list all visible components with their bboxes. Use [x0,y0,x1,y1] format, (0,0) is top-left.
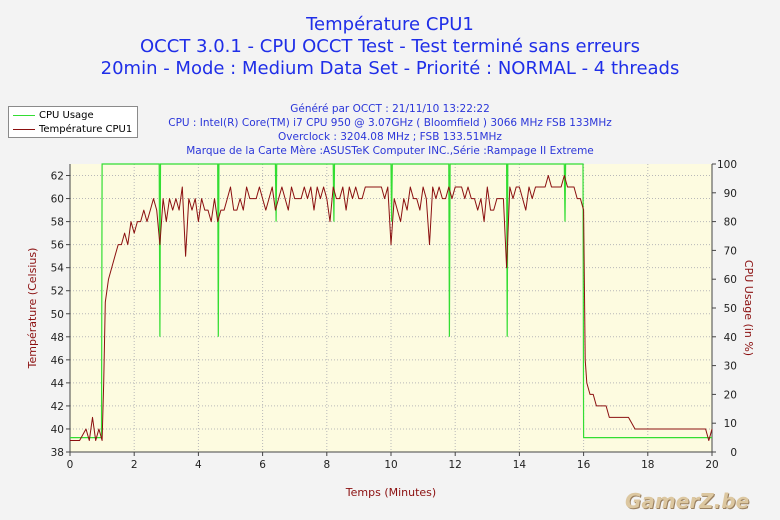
series-line-cpu-usage [70,163,712,439]
y-right-tick-label: 20 [724,389,737,401]
info-board: Marque de la Carte Mère :ASUSTeK Compute… [186,145,594,157]
y-left-tick-label: 58 [51,217,64,229]
x-tick-label: 6 [259,459,266,471]
y-right-tick-label: 0 [730,447,737,459]
y-axis-right-label: CPU Usage (in %) [742,260,755,356]
y-left-tick-label: 46 [51,355,65,367]
y-left-tick-label: 42 [51,401,64,413]
y-left-tick-label: 52 [51,286,64,298]
chart-titles: Température CPU1 OCCT 3.0.1 - CPU OCCT T… [0,14,780,80]
y-left-tick-label: 38 [51,447,64,459]
chart-subtitle-mode: 20min - Mode : Medium Data Set - Priorit… [100,58,680,79]
y-right-tick-label: 70 [724,245,737,257]
info-overclock: Overclock : 3204.08 MHz ; FSB 133.51MHz [278,131,502,143]
legend-swatch-temperature [13,128,35,130]
watermark-logo: GamerZ.be [625,489,750,513]
series-line-temperature [70,175,713,441]
x-tick-label: 20 [705,459,718,471]
x-axis-label: Temps (Minutes) [345,486,436,499]
y-right-tick-label: 30 [724,361,737,373]
y-left-tick-label: 56 [51,240,65,252]
y-left-tick-label: 50 [51,309,64,321]
legend-entry-cpu-usage: CPU Usage [13,108,94,122]
x-tick-label: 8 [323,459,330,471]
y-axis-left-label: Température (Celsius) [26,248,39,370]
x-tick-label: 12 [449,459,462,471]
y-left-tick-label: 44 [51,378,65,390]
info-generated: Généré par OCCT : 21/11/10 13:22:22 [290,103,490,115]
system-info: Généré par OCCT : 21/11/10 13:22:22 CPU … [0,102,780,158]
y-right-tick-label: 60 [724,274,737,286]
legend-swatch-cpu-usage [13,114,35,116]
y-left-tick-label: 40 [51,424,64,436]
x-tick-label: 18 [641,459,654,471]
y-right-tick-label: 90 [724,188,737,200]
legend-entry-temperature: Température CPU1 [13,122,132,136]
y-right-tick-label: 100 [717,159,737,171]
x-tick-label: 14 [513,459,527,471]
y-left-tick-label: 60 [51,194,64,206]
chart-legend: CPU Usage Température CPU1 [8,106,138,138]
chart-subtitle-test: OCCT 3.0.1 - CPU OCCT Test - Test termin… [140,36,640,57]
x-tick-label: 4 [195,459,202,471]
x-tick-label: 2 [131,459,138,471]
y-left-tick-label: 62 [51,171,64,183]
y-right-tick-label: 80 [724,217,737,229]
y-right-tick-label: 10 [724,418,737,430]
x-tick-label: 0 [67,459,74,471]
y-right-tick-label: 50 [724,303,737,315]
x-tick-label: 16 [577,459,591,471]
y-left-tick-label: 54 [51,263,65,275]
y-left-tick-label: 48 [51,332,64,344]
legend-label-temperature: Température CPU1 [39,123,133,135]
info-cpu: CPU : Intel(R) Core(TM) i7 CPU 950 @ 3.0… [168,117,612,129]
legend-label-cpu-usage: CPU Usage [39,109,94,121]
x-tick-label: 10 [384,459,397,471]
y-right-tick-label: 40 [724,332,737,344]
chart-title: Température CPU1 [306,14,474,35]
